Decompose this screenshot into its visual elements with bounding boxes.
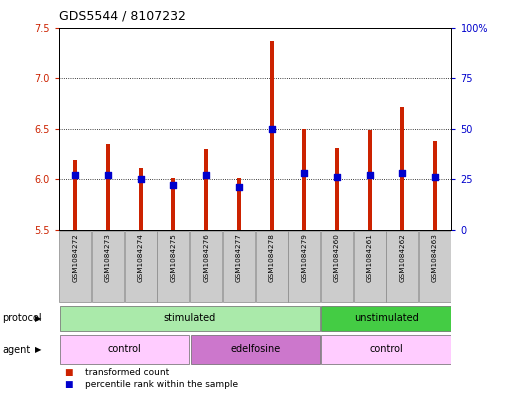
Bar (237, 178, 241, 230)
Point (267, 125, 275, 132)
Point (169, 182, 177, 189)
Bar (139, 168, 143, 230)
Bar (386, 231, 418, 302)
Bar (171, 178, 175, 230)
Point (398, 170, 406, 176)
Text: GSM1084279: GSM1084279 (301, 233, 307, 283)
Bar (335, 148, 339, 230)
Bar (419, 231, 451, 302)
Text: protocol: protocol (3, 313, 42, 323)
Bar (106, 144, 110, 230)
Bar (60, 231, 91, 302)
Text: ■: ■ (64, 380, 73, 389)
Bar (60, 306, 320, 331)
Text: GSM1084260: GSM1084260 (334, 233, 340, 283)
Bar (401, 107, 404, 230)
Bar (92, 231, 124, 302)
Text: ■: ■ (64, 368, 73, 377)
Bar (302, 129, 306, 230)
Point (202, 172, 210, 178)
Point (333, 174, 341, 180)
Text: control: control (108, 344, 141, 354)
Text: unstimulated: unstimulated (353, 313, 419, 323)
Bar (322, 335, 450, 364)
Text: transformed count: transformed count (85, 368, 169, 377)
Point (235, 184, 243, 191)
Bar (368, 130, 371, 230)
Bar (204, 149, 208, 230)
Text: GDS5544 / 8107232: GDS5544 / 8107232 (59, 10, 186, 23)
Bar (125, 231, 156, 302)
Bar (322, 306, 450, 331)
Text: GSM1084272: GSM1084272 (72, 233, 78, 283)
Bar (73, 160, 77, 230)
Text: GSM1084263: GSM1084263 (432, 233, 438, 283)
Text: GSM1084276: GSM1084276 (203, 233, 209, 283)
Bar (270, 40, 273, 230)
Bar (321, 231, 353, 302)
Bar (190, 231, 222, 302)
Bar (60, 335, 189, 364)
Point (104, 172, 112, 178)
Text: ▶: ▶ (35, 345, 42, 354)
Text: edelfosine: edelfosine (230, 344, 280, 354)
Text: agent: agent (3, 345, 31, 355)
Text: GSM1084261: GSM1084261 (367, 233, 372, 283)
Bar (255, 231, 287, 302)
Text: GSM1084275: GSM1084275 (170, 233, 176, 283)
Bar (157, 231, 189, 302)
Point (71, 172, 80, 178)
Bar (191, 335, 320, 364)
Text: control: control (369, 344, 403, 354)
Point (366, 172, 374, 178)
Text: GSM1084273: GSM1084273 (105, 233, 111, 283)
Point (300, 170, 308, 176)
Text: GSM1084278: GSM1084278 (269, 233, 274, 283)
Text: ▶: ▶ (35, 314, 42, 323)
Bar (223, 231, 255, 302)
Point (431, 174, 439, 180)
Text: GSM1084274: GSM1084274 (138, 233, 144, 283)
Text: GSM1084262: GSM1084262 (400, 233, 405, 283)
Text: GSM1084277: GSM1084277 (236, 233, 242, 283)
Bar (354, 231, 386, 302)
Point (136, 176, 145, 182)
Text: percentile rank within the sample: percentile rank within the sample (85, 380, 238, 389)
Bar (433, 141, 437, 230)
Text: stimulated: stimulated (164, 313, 216, 323)
Bar (288, 231, 320, 302)
